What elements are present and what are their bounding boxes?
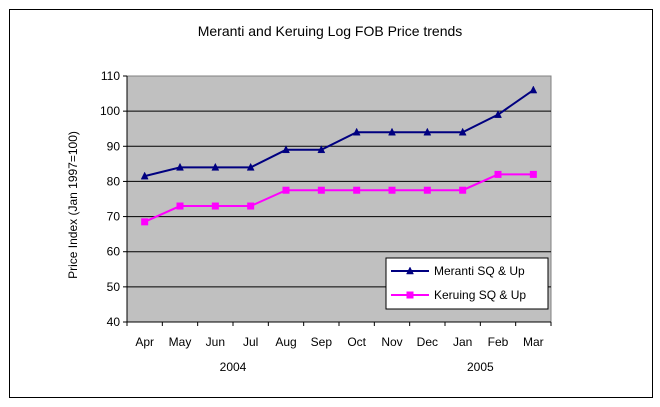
y-tick-labels: 40 50 60 70 80 90 100 110 <box>100 69 120 329</box>
y-tick-label: 50 <box>107 280 121 294</box>
data-point <box>176 202 184 210</box>
data-point <box>529 85 538 94</box>
data-point <box>317 145 326 154</box>
chart-title: Meranti and Keruing Log FOB Price trends <box>198 23 463 39</box>
data-point <box>423 186 431 194</box>
y-tick-label: 40 <box>107 315 121 329</box>
y-tick-label: 100 <box>100 104 120 118</box>
x-tick-label: Jun <box>206 335 225 349</box>
data-point <box>211 202 219 210</box>
y-tick-label: 90 <box>107 139 121 153</box>
series-keruing <box>141 170 537 226</box>
data-point <box>494 170 502 178</box>
legend-marker <box>406 266 414 275</box>
data-point <box>140 171 149 180</box>
y-tick-label: 110 <box>101 69 120 83</box>
series-line <box>144 89 534 178</box>
data-point <box>247 202 255 210</box>
data-point <box>176 162 184 171</box>
x-tick-label: Mar <box>523 335 544 349</box>
data-point <box>282 186 290 194</box>
x-tick-label: Dec <box>417 335 438 349</box>
data-point <box>141 218 149 226</box>
y-tick-label: 70 <box>107 210 121 224</box>
x-tick-label: Sep <box>311 335 333 349</box>
x-tick-label: Feb <box>488 335 509 349</box>
x-tick-label: Oct <box>347 335 366 349</box>
data-point <box>494 110 502 118</box>
year-label: 2005 <box>467 360 494 374</box>
data-point <box>529 170 537 178</box>
legend-marker <box>406 291 414 299</box>
legend-entry: Meranti SQ & Up <box>391 264 525 278</box>
data-point <box>388 127 396 136</box>
y-axis-label: Price Index (Jan 1997=100) <box>66 131 80 279</box>
data-point <box>317 186 325 194</box>
data-point <box>423 127 432 136</box>
data-point <box>282 145 290 154</box>
x-tick-label: Apr <box>135 335 154 349</box>
legend: Meranti SQ & Up Keruing SQ & Up <box>385 257 549 310</box>
axes <box>123 75 552 326</box>
data-point <box>388 186 396 194</box>
series-line <box>144 173 534 223</box>
series-lines <box>140 85 538 226</box>
data-point <box>352 127 361 136</box>
x-tick-label: Aug <box>275 335 296 349</box>
data-point <box>459 186 467 194</box>
year-label: 2004 <box>220 360 247 374</box>
y-tick-label: 80 <box>107 174 121 188</box>
data-point <box>458 127 467 136</box>
data-point <box>246 162 255 171</box>
legend-entry: Keruing SQ & Up <box>391 288 526 302</box>
x-tick-label: Nov <box>381 335 402 349</box>
x-tick-label: Jul <box>243 335 258 349</box>
series-meranti <box>140 85 538 180</box>
x-tick-label: May <box>169 335 192 349</box>
legend-box <box>385 257 549 310</box>
data-point <box>211 162 220 171</box>
legend-label: Keruing SQ & Up <box>434 288 526 302</box>
x-tick-labels: Apr May Jun Jul Aug Sep Oct Nov Dec Jan Feb Mar <box>135 335 543 349</box>
x-tick-label: Jan <box>453 335 472 349</box>
data-point <box>353 186 361 194</box>
y-tick-label: 60 <box>107 245 121 259</box>
legend-label: Meranti SQ & Up <box>434 264 525 278</box>
year-labels: 2004 2005 <box>220 360 494 374</box>
